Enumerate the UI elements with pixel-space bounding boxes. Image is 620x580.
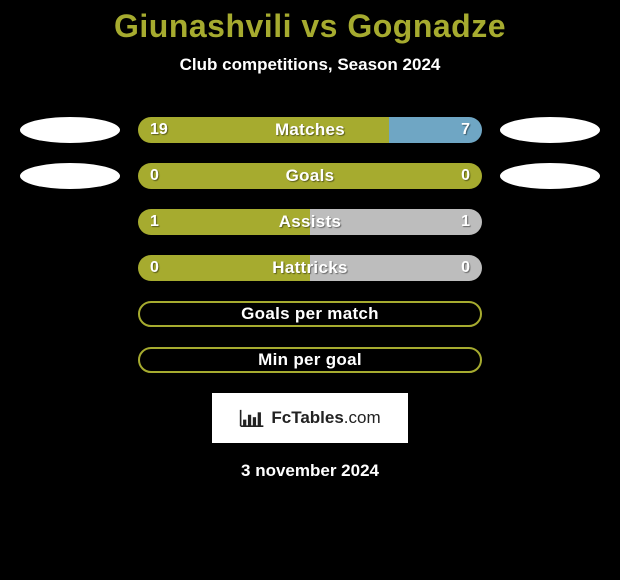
stat-value-right: 1 (461, 213, 470, 231)
page-subtitle: Club competitions, Season 2024 (0, 55, 620, 75)
stat-label: Hattricks (272, 258, 347, 278)
player-left-avatar (20, 163, 120, 189)
player-right-avatar (500, 117, 600, 143)
avatar-slot-right (500, 255, 600, 281)
stat-row: Hattricks 0 0 (0, 255, 620, 281)
stat-value-right: 7 (461, 121, 470, 139)
stat-value-right: 0 (461, 167, 470, 185)
stat-bar: Hattricks 0 0 (138, 255, 482, 281)
barchart-icon (239, 408, 265, 428)
stat-row: Assists 1 1 (0, 209, 620, 235)
avatar-slot-right (500, 347, 600, 373)
stat-label: Assists (279, 212, 342, 232)
stat-value-left: 1 (150, 213, 159, 231)
player-right-avatar (500, 163, 600, 189)
avatar-slot-left (20, 163, 120, 189)
stat-row: Matches 19 7 (0, 117, 620, 143)
avatar-slot-left (20, 209, 120, 235)
stat-value-left: 0 (150, 259, 159, 277)
stats-container: Matches197Goals00Assists11Hattricks00Goa… (0, 117, 620, 373)
bar-segment-left (138, 117, 389, 143)
stat-row: Goals per match (0, 301, 620, 327)
page-title: Giunashvili vs Gognadze (0, 0, 620, 45)
avatar-slot-left (20, 117, 120, 143)
stat-row: Goals 0 0 (0, 163, 620, 189)
player-left-avatar (20, 117, 120, 143)
stat-bar: Goals 0 0 (138, 163, 482, 189)
stat-bar: Min per goal (138, 347, 482, 373)
snapshot-date: 3 november 2024 (0, 461, 620, 481)
avatar-slot-right (500, 209, 600, 235)
logo-text: FcTables.com (271, 408, 380, 428)
stat-row: Min per goal (0, 347, 620, 373)
stat-label: Goals per match (241, 304, 379, 324)
avatar-slot-right (500, 163, 600, 189)
stat-bar: Assists 1 1 (138, 209, 482, 235)
stat-label: Min per goal (258, 350, 362, 370)
avatar-slot-left (20, 255, 120, 281)
stat-label: Matches (275, 120, 345, 140)
avatar-slot-right (500, 301, 600, 327)
stat-value-left: 19 (150, 121, 168, 139)
stat-value-right: 0 (461, 259, 470, 277)
avatar-slot-right (500, 117, 600, 143)
avatar-slot-left (20, 301, 120, 327)
fctables-logo[interactable]: FcTables.com (212, 393, 408, 443)
stat-bar: Goals per match (138, 301, 482, 327)
stat-label: Goals (286, 166, 335, 186)
stat-bar: Matches 19 7 (138, 117, 482, 143)
stat-value-left: 0 (150, 167, 159, 185)
avatar-slot-left (20, 347, 120, 373)
